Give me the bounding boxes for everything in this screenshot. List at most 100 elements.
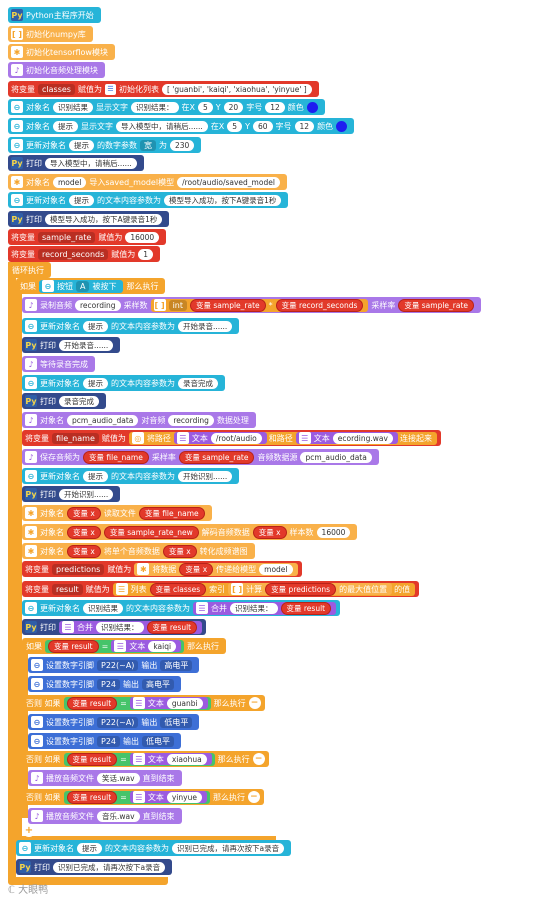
text-value[interactable]: 导入模型中，请稍后...... — [116, 120, 208, 132]
argmax-expression[interactable]: [ ] 计算 变量 predictions 的最大值位置 — [228, 582, 393, 596]
size-value[interactable]: 12 — [265, 101, 285, 113]
object-name[interactable]: pcm_audio_data — [300, 451, 372, 463]
set-classes-block[interactable]: 将变量 classes 赋值为 ☰ 初始化列表 [ 'guanbi', 'kai… — [8, 81, 319, 97]
print-block[interactable]: Py 打印 录音完成 — [22, 393, 106, 409]
minus-icon[interactable]: − — [247, 791, 260, 803]
text-value[interactable]: 录音完成 — [59, 395, 99, 407]
set-result-block[interactable]: 将变量 result 赋值为 ☰ 列表 变量 classes 索引 [ ] 计算… — [22, 581, 420, 597]
variable-dropdown[interactable]: sample_rate — [38, 231, 96, 243]
compare-expression[interactable]: 变量 result = ☰ 文本 xiaohua — [63, 752, 215, 766]
minus-icon[interactable]: − — [252, 753, 265, 765]
button-dropdown[interactable]: A — [76, 280, 90, 292]
process-audio-block[interactable]: ♪ 对象名 pcm_audio_data 对音频 recording 数据处理 — [22, 412, 256, 428]
update-text-block[interactable]: ⊖ 更新对象名 提示 的文本内容参数为 开始识别...... — [22, 468, 240, 484]
update-text-block[interactable]: ⊖ 更新对象名 提示 的文本内容参数为 录音完成 — [22, 375, 225, 391]
object-name[interactable]: 识别结果 — [83, 602, 123, 614]
number-value[interactable]: 16000 — [316, 526, 351, 538]
variable-pill[interactable]: 变量 result — [66, 696, 118, 710]
variable-pill[interactable]: 变量 result — [48, 639, 99, 653]
digital-write-block[interactable]: ⊖ 设置数字引脚 P24 输出 低电平 — [28, 733, 182, 749]
variable-pill[interactable]: 变量 classes — [149, 582, 207, 596]
variable-pill[interactable]: 变量 result — [146, 620, 198, 634]
text-value[interactable]: 导入模型中，请稍后...... — [45, 157, 137, 169]
text-value[interactable]: 开始录音...... — [59, 339, 114, 351]
elif-yinyue-block[interactable]: 否则 如果 变量 result = ☰ 文本 yinyue 那么执行 − — [22, 789, 264, 805]
save-audio-block[interactable]: ♪ 保存音频为 变量 file_name 采样率 变量 sample_rate … — [22, 449, 379, 465]
path-join-expression[interactable]: ◎ 将路径 ☰ 文本 /root/audio 和路径 ☰ 文本 ecording… — [128, 431, 437, 445]
load-model-block[interactable]: ✱ 对象名 model 导入saved_model模型 /root/audio/… — [8, 174, 287, 190]
read-file-block[interactable]: ✱ 对象名 变量 x 读取文件 变量 file_name — [22, 505, 212, 521]
init-tensorflow-block[interactable]: ✱ 初始化tensorflow模块 — [8, 44, 115, 60]
set-record-seconds-block[interactable]: 将变量 record_seconds 赋值为 1 — [8, 246, 161, 262]
variable-pill[interactable]: 变量 file_name — [138, 506, 205, 520]
object-name[interactable]: 提示 — [69, 194, 94, 206]
object-name[interactable]: 提示 — [77, 842, 102, 854]
variable-dropdown[interactable]: classes — [38, 83, 75, 95]
int-expression[interactable]: [ ] int 变量 sample_rate * 变量 record_secon… — [150, 298, 369, 312]
text-value[interactable]: /root/audio — [210, 432, 262, 444]
text-expression[interactable]: ☰ 文本 /root/audio — [173, 432, 267, 444]
update-text-block[interactable]: ⊖ 更新对象名 提示 的文本内容参数为 模型导入成功，按下A键录音1秒 — [8, 192, 289, 208]
digital-write-block[interactable]: ⊖ 设置数字引脚 P22(~A) 输出 高电平 — [28, 657, 200, 673]
number-value[interactable]: 16000 — [125, 231, 160, 243]
text-value[interactable]: 识别结果： — [230, 602, 278, 614]
model-predict-expression[interactable]: ✱ 将数据 变量 x 传递给模型 model — [134, 562, 298, 576]
variable-dropdown[interactable]: file_name — [52, 432, 99, 444]
set-predictions-block[interactable]: 将变量 predictions 赋值为 ✱ 将数据 变量 x 传递给模型 mod… — [22, 561, 302, 577]
concat-expression[interactable]: ☰ 合并 识别结果： 变量 result — [59, 620, 203, 634]
update-result-text-block[interactable]: ⊖ 更新对象名 识别结果 的文本内容参数为 ☰ 合并 识别结果： 变量 resu… — [22, 600, 341, 616]
variable-dropdown[interactable]: record_seconds — [38, 248, 109, 260]
text-value[interactable]: 笑话.wav — [97, 772, 140, 784]
button-condition[interactable]: ⊖ 按钮 A 被按下 — [39, 279, 124, 293]
size-value[interactable]: 12 — [294, 120, 315, 132]
compare-expression[interactable]: 变量 result = ☰ 文本 kaiqi — [45, 639, 185, 653]
object-name[interactable]: model — [53, 176, 87, 188]
init-numpy-block[interactable]: [ ] 初始化numpy库 — [8, 26, 93, 42]
variable-pill[interactable]: 变量 sample_rate — [398, 298, 475, 312]
variable-pill[interactable]: 变量 predictions — [265, 582, 337, 596]
loop-forever-block[interactable]: 循环执行 — [8, 262, 51, 278]
number-value[interactable]: 230 — [170, 139, 195, 151]
variable-dropdown[interactable]: result — [52, 583, 83, 595]
object-name[interactable]: 提示 — [83, 320, 108, 332]
digital-write-block[interactable]: ⊖ 设置数字引脚 P22(~A) 输出 低电平 — [28, 714, 200, 730]
variable-pill[interactable]: 变量 x — [179, 562, 214, 576]
print-block[interactable]: Py 打印 模型导入成功，按下A键录音1秒 — [8, 211, 170, 227]
update-text-block[interactable]: ⊖ 更新对象名 提示 的文本内容参数为 识别已完成，请再次按下a录音 — [16, 840, 292, 856]
if-kaiqi-block[interactable]: 如果 变量 result = ☰ 文本 kaiqi 那么执行 — [22, 638, 227, 654]
variable-dropdown[interactable]: predictions — [52, 563, 105, 575]
text-value[interactable]: 音乐.wav — [97, 810, 140, 822]
text-value[interactable]: guanbi — [166, 697, 203, 709]
param-dropdown[interactable]: 宽 — [140, 139, 156, 151]
variable-pill[interactable]: 变量 x — [67, 525, 101, 539]
display-hint-text-block[interactable]: ⊖ 对象名 提示 显示文字 导入模型中，请稍后...... 在X 5 Y 60 … — [8, 118, 355, 134]
path-value[interactable]: /root/audio/saved_model — [177, 176, 280, 188]
text-value[interactable]: kaiqi — [148, 640, 177, 652]
y-value[interactable]: 60 — [252, 120, 273, 132]
text-expression[interactable]: ☰ 文本 ecording.wav — [295, 432, 398, 444]
variable-pill[interactable]: 变量 result — [66, 752, 118, 766]
text-expression[interactable]: ☰ 文本 kaiqi — [111, 640, 182, 652]
spectrogram-block[interactable]: ✱ 对象名 变量 x 将单个音频数据 变量 x 转化成频谱图 — [22, 543, 255, 559]
list-index-expression[interactable]: ☰ 列表 变量 classes 索引 [ ] 计算 变量 predictions… — [112, 582, 416, 596]
x-value[interactable]: 5 — [227, 120, 243, 132]
concat-expression[interactable]: ☰ 合并 识别结果： 变量 result — [193, 601, 337, 615]
decode-audio-block[interactable]: ✱ 对象名 变量 x 变量 sample_rate_new 解码音频数据 变量 … — [22, 524, 358, 540]
variable-pill[interactable]: 变量 x — [162, 544, 197, 558]
text-value[interactable]: 模型导入成功，按下A键录音1秒 — [164, 194, 282, 206]
object-name[interactable]: 提示 — [83, 377, 108, 389]
x-value[interactable]: 5 — [197, 101, 213, 113]
object-name[interactable]: recording — [168, 414, 214, 426]
variable-pill[interactable]: 变量 sample_rate — [178, 450, 255, 464]
set-file-name-block[interactable]: 将变量 file_name 赋值为 ◎ 将路径 ☰ 文本 /root/audio… — [22, 430, 441, 446]
print-result-block[interactable]: Py 打印 ☰ 合并 识别结果： 变量 result — [22, 619, 207, 635]
text-value[interactable]: 模型导入成功，按下A键录音1秒 — [45, 213, 163, 225]
compare-expression[interactable]: 变量 result = ☰ 文本 guanbi — [63, 696, 211, 710]
play-audio-block[interactable]: ♪ 播放音频文件 笑话.wav 直到结束 — [28, 770, 182, 786]
display-result-text-block[interactable]: ⊖ 对象名 识别结果 显示文字 识别结果： 在X 5 Y 20 字号 12 颜色 — [8, 99, 325, 115]
level-dropdown[interactable]: 低电平 — [142, 735, 175, 747]
pin-dropdown[interactable]: P22(~A) — [97, 659, 139, 671]
text-value[interactable]: 开始录音...... — [178, 320, 233, 332]
pin-dropdown[interactable]: P24 — [97, 735, 121, 747]
color-swatch[interactable] — [306, 101, 318, 113]
